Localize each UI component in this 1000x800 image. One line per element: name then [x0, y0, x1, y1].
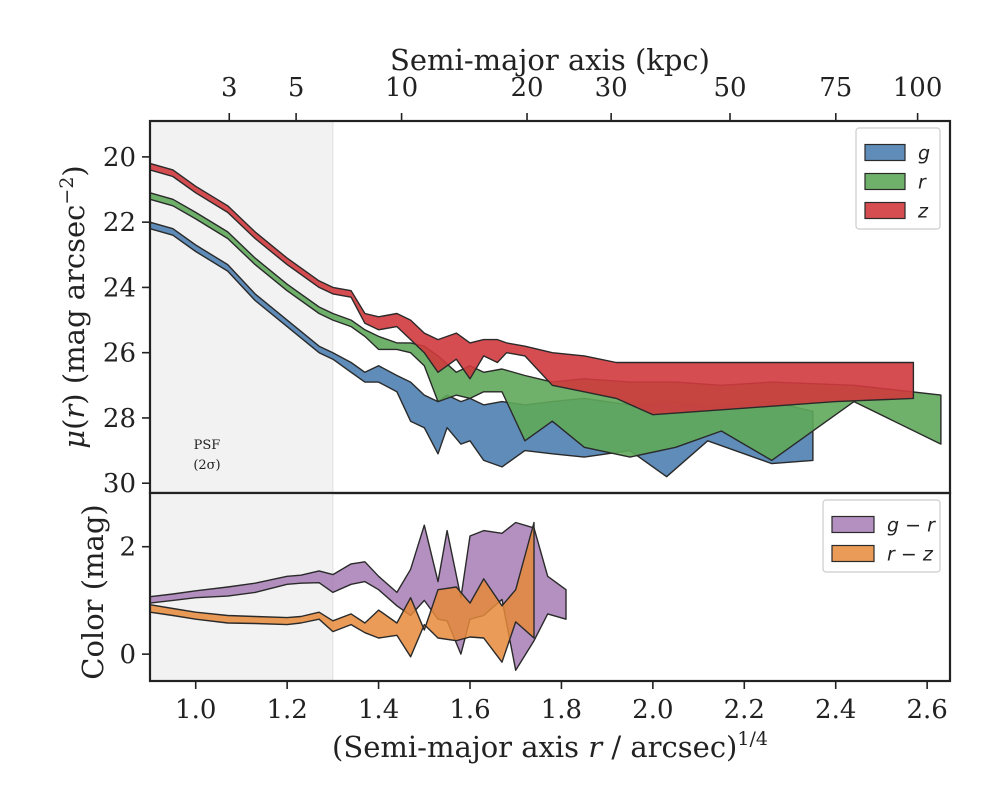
top-x-tick-label: 20 [510, 73, 543, 103]
bottom-y-tick-label: 0 [119, 640, 136, 670]
legend-label-op: − [899, 515, 927, 537]
top-y-tick-label: 28 [103, 404, 136, 434]
surface-brightness-panel: PSF (2σ) 20 22 24 26 28 30 3 5 10 20 30 50 75 100 Se… [56, 43, 952, 499]
top-y-tick-label: 20 [103, 143, 136, 173]
xlabel-main: (Semi-major axis [332, 730, 588, 764]
ylabel-mu: μ [57, 430, 91, 449]
legend-label: g − r [887, 515, 936, 537]
legend-label: g [918, 143, 930, 165]
top-y-tick-label: 26 [103, 339, 136, 369]
series-band-z [149, 162, 915, 416]
legend-swatch [864, 201, 906, 220]
legend-swatch [831, 515, 875, 534]
legend-swatch [864, 172, 906, 191]
ylabel-open: ( [57, 419, 91, 430]
legend-label-op: − [895, 544, 923, 566]
bottom-x-tick-label: 2.2 [724, 695, 765, 725]
bottom-panel-series-group [149, 521, 567, 671]
legend-label-a: r [887, 544, 896, 566]
xlabel-sup: 1/4 [737, 728, 768, 750]
bottom-x-tick-label: 1.6 [449, 695, 490, 725]
psf-label-line1: PSF [194, 438, 221, 453]
ylabel-sup: −2 [56, 177, 78, 205]
legend-label-b: r [927, 515, 936, 537]
bottom-panel-legend: g − rr − z [822, 499, 941, 573]
ylabel-var: r [57, 403, 91, 419]
legend-swatch [831, 544, 875, 563]
top-panel-series-group [149, 162, 942, 478]
top-y-tick-label: 30 [103, 469, 136, 499]
top-x-tick-label: 5 [288, 73, 305, 103]
legend-label: r [918, 172, 927, 194]
legend-swatch [864, 143, 906, 162]
top-x-axis-title: Semi-major axis (kpc) [390, 43, 710, 77]
bottom-x-axis: 1.0 1.2 1.4 1.6 1.8 2.0 2.2 2.4 2.6 [175, 681, 948, 725]
bottom-x-tick-label: 1.8 [541, 695, 582, 725]
bottom-y-axis: 02 [119, 533, 150, 670]
ylabel-close: ) (mag arcsec [57, 205, 91, 405]
top-y-tick-label: 24 [103, 273, 136, 303]
legend-label-a: g [887, 515, 899, 537]
bottom-x-tick-label: 2.4 [815, 695, 856, 725]
top-kpc-axis: 3 5 10 20 30 50 75 100 [221, 73, 942, 121]
top-x-tick-label: 30 [595, 73, 628, 103]
psf-label-line2: (2σ) [193, 458, 220, 473]
x-axis-title: (Semi-major axis r / arcsec)1/4 [332, 728, 768, 764]
xlabel-rest: / arcsec) [602, 730, 737, 764]
top-y-tick-label: 22 [103, 208, 136, 238]
top-x-tick-label: 75 [819, 73, 852, 103]
top-panel-legend: grz [855, 127, 941, 230]
bottom-x-tick-label: 2.6 [906, 695, 947, 725]
top-x-tick-label: 50 [713, 73, 746, 103]
bottom-x-tick-label: 2.0 [632, 695, 673, 725]
legend-label: z [917, 201, 929, 223]
bottom-panel-frame [148, 491, 952, 683]
bottom-x-tick-label: 1.2 [266, 695, 307, 725]
legend-label-b: z [922, 544, 934, 566]
ylabel-end: ) [57, 165, 91, 176]
bottom-x-tick-label: 1.0 [175, 695, 216, 725]
top-y-axis-title: μ(r) (mag arcsec−2) [56, 165, 91, 449]
xlabel-var: r [588, 730, 604, 764]
top-y-axis: 20 22 24 26 28 30 [103, 143, 150, 499]
color-panel: 02 1.0 1.2 1.4 1.6 1.8 2.0 2.2 2.4 2.6 g − rr − … [76, 491, 952, 764]
top-x-tick-label: 3 [221, 73, 238, 103]
bottom-y-tick-label: 2 [119, 533, 136, 563]
bottom-x-tick-label: 1.4 [358, 695, 399, 725]
legend-label: r − z [887, 544, 934, 566]
top-x-tick-label: 10 [385, 73, 418, 103]
color-band-rz [149, 521, 535, 663]
bottom-y-axis-title: Color (mag) [76, 504, 110, 679]
top-x-tick-label: 100 [893, 73, 943, 103]
top-panel-psf-region [149, 120, 334, 494]
